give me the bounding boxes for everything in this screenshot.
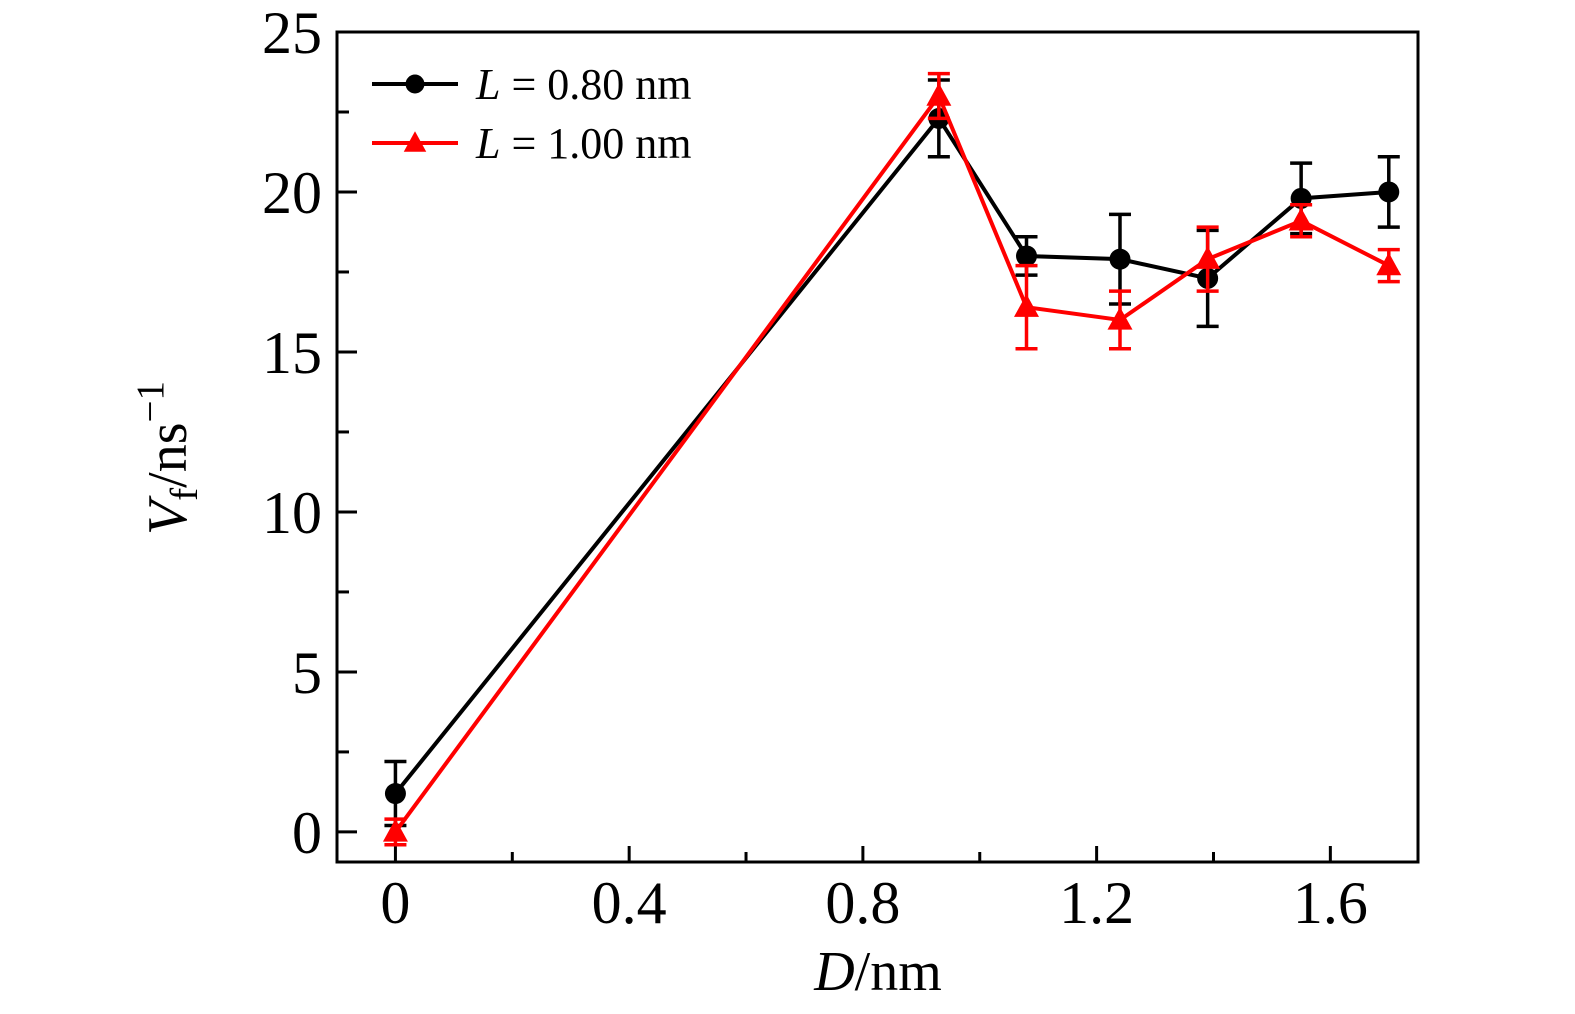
y-tick-label: 20 xyxy=(262,160,322,226)
data-point-marker xyxy=(1378,181,1400,203)
data-point-marker xyxy=(382,818,408,842)
x-axis-label: D/nm xyxy=(813,941,942,1003)
data-point-marker xyxy=(1107,306,1133,330)
data-point-marker xyxy=(1195,246,1221,269)
y-tick-label: 0 xyxy=(292,800,322,866)
x-tick-label: 0 xyxy=(380,870,410,936)
legend-label: L = 1.00 nm xyxy=(475,119,692,168)
y-tick-label: 10 xyxy=(262,480,322,546)
legend-entry-0: L = 0.80 nm xyxy=(372,60,692,109)
data-point-marker xyxy=(1376,252,1402,276)
y-tick-label: 25 xyxy=(262,0,322,66)
legend: L = 0.80 nm L = 1.00 nm xyxy=(372,60,692,168)
data-point-marker xyxy=(384,783,406,805)
x-tick-label: 1.2 xyxy=(1059,870,1134,936)
x-tick-label: 1.6 xyxy=(1293,870,1368,936)
legend-label: L = 0.80 nm xyxy=(475,60,692,109)
x-tick-label: 0.8 xyxy=(825,870,900,936)
data-point-marker xyxy=(1109,248,1131,270)
legend-entry-1: L = 1.00 nm xyxy=(372,119,692,168)
data-point-marker xyxy=(1014,294,1040,317)
legend-marker-triangle-icon xyxy=(403,131,427,152)
y-axis-label: Vf/ns−1 xyxy=(129,381,206,535)
data-point-marker xyxy=(1288,207,1314,231)
y-tick-label: 15 xyxy=(262,320,322,386)
x-tick-label: 0.4 xyxy=(592,870,667,936)
ticks xyxy=(338,30,1332,861)
plot-frame xyxy=(335,30,1420,864)
series-1 xyxy=(382,71,1402,847)
y-tick-label: 5 xyxy=(292,640,322,706)
data-point-marker xyxy=(1016,245,1038,267)
legend-marker-circle-icon xyxy=(405,74,425,94)
data-point-marker xyxy=(926,82,952,106)
